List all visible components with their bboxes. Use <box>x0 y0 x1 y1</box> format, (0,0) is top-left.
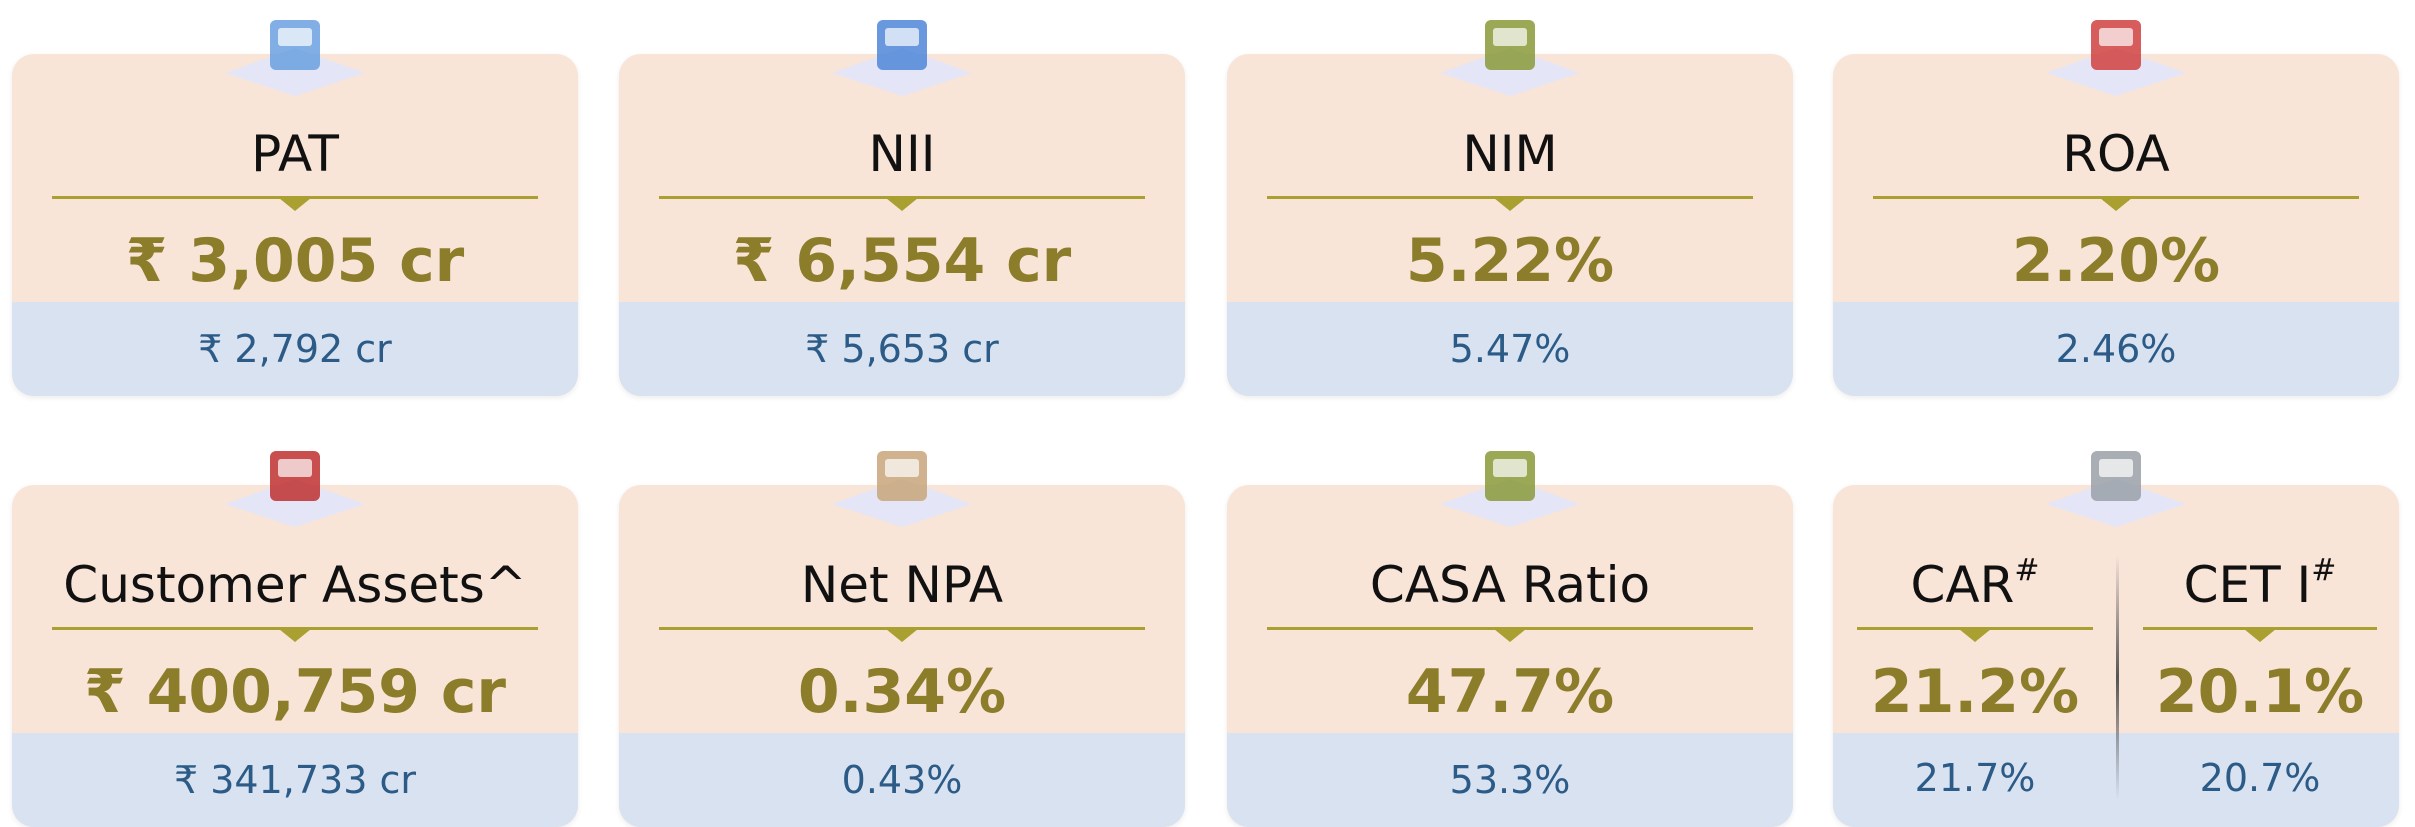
card-previous: ₹ 2,792 cr <box>12 324 578 374</box>
card-value: ₹ 400,759 cr <box>12 657 578 727</box>
card-previous: 0.43% <box>619 755 1185 805</box>
title-marker: # <box>2311 553 2336 588</box>
rule-notch <box>2100 198 2132 211</box>
card-value: 5.22% <box>1227 226 1793 296</box>
card-value: ₹ 6,554 cr <box>619 226 1185 296</box>
kpi-card: ROA 2.20% 2.46% <box>1833 54 2399 396</box>
card-previous: 5.47% <box>1227 324 1793 374</box>
card-title: Customer Assets^ <box>12 555 578 615</box>
card-value: 47.7% <box>1227 657 1793 727</box>
card-previous: 21.7% <box>1847 753 2103 803</box>
icon <box>220 0 370 98</box>
kpi-card: NIM 5.22% 5.47% <box>1227 54 1793 396</box>
kpi-card: CAR#21.2%21.7%CET I#20.1%20.7% <box>1833 485 2399 827</box>
icon <box>827 429 977 529</box>
icon <box>1435 429 1585 529</box>
rule-notch <box>279 198 311 211</box>
card-value: 0.34% <box>619 657 1185 727</box>
icon <box>2041 0 2191 98</box>
divider <box>2116 555 2119 800</box>
icon <box>1435 0 1585 98</box>
kpi-card: PAT ₹ 3,005 cr ₹ 2,792 cr <box>12 54 578 396</box>
card-title: CET I# <box>2133 555 2387 615</box>
icon-detail <box>1493 28 1527 46</box>
icon-detail <box>278 28 312 46</box>
rule-notch <box>886 198 918 211</box>
card-previous: 20.7% <box>2133 753 2387 803</box>
card-title: ROA <box>1833 124 2399 184</box>
rule-notch <box>1494 198 1526 211</box>
card-previous: 53.3% <box>1227 755 1793 805</box>
card-title: NIM <box>1227 124 1793 184</box>
rule-notch <box>886 629 918 642</box>
card-title: PAT <box>12 124 578 184</box>
card-value: 21.2% <box>1847 657 2103 727</box>
kpi-card: NII ₹ 6,554 cr ₹ 5,653 cr <box>619 54 1185 396</box>
icon-detail <box>278 459 312 477</box>
rule-notch <box>1494 629 1526 642</box>
card-title: NII <box>619 124 1185 184</box>
title-text: CAR <box>1911 556 2015 614</box>
icon <box>220 429 370 529</box>
card-previous: 2.46% <box>1833 324 2399 374</box>
card-title: Net NPA <box>619 555 1185 615</box>
card-previous: ₹ 341,733 cr <box>12 755 578 805</box>
icon-detail <box>2099 459 2133 477</box>
kpi-card: Net NPA 0.34% 0.43% <box>619 485 1185 827</box>
card-value: 20.1% <box>2133 657 2387 727</box>
icon <box>827 0 977 98</box>
title-text: CET I <box>2184 556 2312 614</box>
rule-notch <box>1959 629 1991 642</box>
title-marker: # <box>2014 553 2039 588</box>
card-previous: ₹ 5,653 cr <box>619 324 1185 374</box>
card-value: ₹ 3,005 cr <box>12 226 578 296</box>
icon-detail <box>885 459 919 477</box>
page: PAT ₹ 3,005 cr ₹ 2,792 cr NII ₹ 6,554 cr ₹ 5,… <box>0 0 2415 827</box>
rule-notch <box>2244 629 2276 642</box>
kpi-card: Customer Assets^ ₹ 400,759 cr ₹ 341,733 cr <box>12 485 578 827</box>
icon-detail <box>885 28 919 46</box>
card-value: 2.20% <box>1833 226 2399 296</box>
kpi-card: CASA Ratio 47.7% 53.3% <box>1227 485 1793 827</box>
card-title: CAR# <box>1847 555 2103 615</box>
icon <box>2041 429 2191 529</box>
rule-notch <box>279 629 311 642</box>
card-title: CASA Ratio <box>1227 555 1793 615</box>
icon-detail <box>2099 28 2133 46</box>
icon-detail <box>1493 459 1527 477</box>
